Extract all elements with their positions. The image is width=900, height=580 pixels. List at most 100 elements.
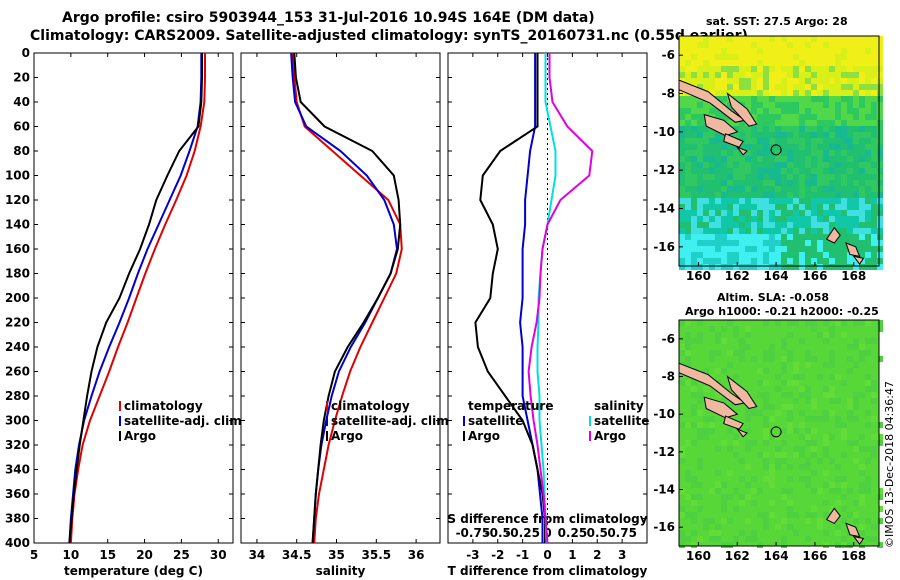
map-cell bbox=[787, 464, 793, 470]
map-cell bbox=[847, 90, 853, 96]
map-cell bbox=[763, 350, 769, 356]
map-cell bbox=[775, 162, 781, 168]
map-x-tick-label: 162 bbox=[725, 549, 750, 563]
map-x-tick-label: 164 bbox=[764, 269, 789, 283]
map-cell bbox=[697, 228, 703, 234]
map-cell bbox=[811, 326, 817, 332]
map-cell bbox=[811, 156, 817, 162]
map-cell bbox=[853, 362, 859, 368]
map-cell bbox=[865, 488, 871, 494]
map-cell bbox=[763, 78, 769, 84]
map-cell bbox=[793, 428, 799, 434]
map-cell bbox=[811, 506, 817, 512]
map-cell bbox=[685, 114, 691, 120]
map-cell bbox=[697, 428, 703, 434]
map-cell bbox=[757, 60, 763, 66]
map-cell bbox=[829, 482, 835, 488]
map-cell bbox=[847, 36, 853, 42]
map-cell bbox=[793, 186, 799, 192]
map-cell bbox=[847, 228, 853, 234]
map-cell bbox=[727, 186, 733, 192]
map-cell bbox=[709, 488, 715, 494]
map-cell bbox=[835, 168, 841, 174]
map-cell bbox=[865, 120, 871, 126]
map-cell bbox=[799, 96, 805, 102]
map-cell bbox=[823, 120, 829, 126]
map-cell bbox=[877, 542, 883, 548]
map-cell bbox=[709, 60, 715, 66]
map-cell bbox=[781, 114, 787, 120]
series-line-argo bbox=[68, 53, 203, 544]
map-cell bbox=[775, 48, 781, 54]
map-cell bbox=[781, 138, 787, 144]
map-cell bbox=[691, 482, 697, 488]
map-cell bbox=[769, 126, 775, 132]
map-cell bbox=[811, 488, 817, 494]
map-cell bbox=[685, 60, 691, 66]
map-cell bbox=[691, 512, 697, 518]
map-cell bbox=[853, 500, 859, 506]
map-cell bbox=[733, 144, 739, 150]
map-cell bbox=[823, 210, 829, 216]
map-cell bbox=[835, 500, 841, 506]
map-cell bbox=[685, 48, 691, 54]
map-cell bbox=[775, 216, 781, 222]
map-cell bbox=[745, 246, 751, 252]
map-cell bbox=[853, 144, 859, 150]
map-cell bbox=[841, 518, 847, 524]
map-cell bbox=[781, 338, 787, 344]
map-cell bbox=[697, 458, 703, 464]
map-cell bbox=[859, 542, 865, 548]
map-cell bbox=[823, 102, 829, 108]
map-cell bbox=[817, 54, 823, 60]
map-cell bbox=[739, 168, 745, 174]
legend-label: salinity bbox=[594, 399, 644, 413]
map-cell bbox=[781, 428, 787, 434]
map-cell bbox=[847, 440, 853, 446]
map-cell bbox=[721, 66, 727, 72]
map-cell bbox=[859, 210, 865, 216]
map-cell bbox=[739, 96, 745, 102]
map-cell bbox=[691, 120, 697, 126]
map-cell bbox=[751, 476, 757, 482]
map-cell bbox=[829, 138, 835, 144]
map-cell bbox=[679, 536, 685, 542]
map-cell bbox=[775, 234, 781, 240]
map-cell bbox=[763, 132, 769, 138]
map-cell bbox=[865, 258, 871, 264]
map-cell bbox=[679, 108, 685, 114]
map-cell bbox=[877, 114, 883, 120]
map-cell bbox=[697, 60, 703, 66]
map-cell bbox=[679, 530, 685, 536]
map-cell bbox=[727, 240, 733, 246]
map-cell bbox=[865, 132, 871, 138]
map-cell bbox=[721, 174, 727, 180]
map-cell bbox=[829, 60, 835, 66]
y-tick-label: 80 bbox=[13, 144, 30, 158]
map-cell bbox=[853, 320, 859, 326]
map-cell bbox=[841, 422, 847, 428]
map-cell bbox=[739, 350, 745, 356]
map-cell bbox=[877, 506, 883, 512]
map-cell bbox=[871, 338, 877, 344]
map-cell bbox=[859, 494, 865, 500]
map-cell bbox=[853, 222, 859, 228]
map-cell bbox=[763, 114, 769, 120]
map-cell bbox=[697, 156, 703, 162]
map-cell bbox=[781, 362, 787, 368]
map-cell bbox=[799, 78, 805, 84]
map-cell bbox=[727, 204, 733, 210]
map-cell bbox=[739, 240, 745, 246]
map-cell bbox=[709, 66, 715, 72]
map-cell bbox=[769, 90, 775, 96]
map-cell bbox=[817, 84, 823, 90]
map-cell bbox=[799, 120, 805, 126]
map-cell bbox=[805, 60, 811, 66]
map-cell bbox=[727, 132, 733, 138]
map-cell bbox=[679, 344, 685, 350]
legend-label: Argo bbox=[468, 429, 500, 443]
map-cell bbox=[793, 132, 799, 138]
map-cell bbox=[853, 192, 859, 198]
map-cell bbox=[841, 320, 847, 326]
map-cell bbox=[805, 132, 811, 138]
